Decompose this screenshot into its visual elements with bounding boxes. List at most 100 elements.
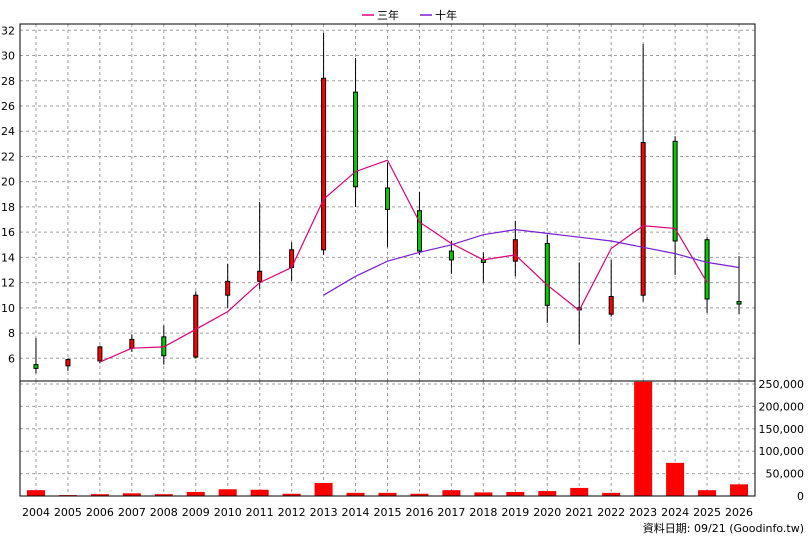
candle-body-2024 <box>672 140 678 242</box>
year-tick-label: 2022 <box>597 506 625 519</box>
candle-body-2007 <box>129 338 135 349</box>
volume-bar-2009 <box>186 491 205 496</box>
price-tick-label: 16 <box>1 226 15 239</box>
price-axis: 6 8 10 12 14 16 18 20 22 24 26 28 30 32 <box>1 24 15 365</box>
legend-label-1: 十年 <box>435 8 457 22</box>
volume-bar-2010 <box>218 489 237 496</box>
candle-body-2004 <box>33 364 39 369</box>
volume-axis: 0 50,000 100,000 150,000 200,000 250,000 <box>759 378 805 503</box>
volume-grid <box>20 381 755 496</box>
year-tick-label: 2015 <box>374 506 402 519</box>
candle-body-2013 <box>321 77 327 251</box>
candle-body-2010 <box>225 280 231 296</box>
year-tick-label: 2023 <box>629 506 657 519</box>
volume-bar-2018 <box>474 492 493 496</box>
volume-bar-2022 <box>602 492 621 496</box>
price-grid <box>20 24 755 381</box>
candle-body-2026 <box>736 301 742 305</box>
year-tick-label: 2019 <box>501 506 529 519</box>
volume-tick-label: 50,000 <box>766 468 805 481</box>
price-tick-label: 6 <box>8 352 15 365</box>
price-tick-label: 18 <box>1 201 15 214</box>
year-tick-label: 2017 <box>437 506 465 519</box>
volume-bar-2007 <box>122 493 141 496</box>
volume-bar-2023 <box>634 381 653 496</box>
price-tick-label: 20 <box>1 176 15 189</box>
volume-bar-2006 <box>90 494 109 496</box>
data-date-footer: 資料日期: 09/21 (Goodinfo.tw) <box>643 521 804 535</box>
candle-body-2011 <box>257 270 263 282</box>
year-tick-label: 2011 <box>246 506 274 519</box>
moving-average-lines <box>99 159 740 363</box>
price-tick-label: 8 <box>8 327 15 340</box>
candle-body-2006 <box>97 346 103 362</box>
candle-body-2019 <box>512 239 518 262</box>
year-tick-label: 2024 <box>661 506 689 519</box>
volume-bar-2017 <box>442 490 461 496</box>
candle-body-2005 <box>65 359 71 367</box>
ma-line-0 <box>99 159 708 363</box>
price-tick-label: 24 <box>1 125 15 138</box>
year-tick-label: 2013 <box>310 506 338 519</box>
volume-bar-2024 <box>666 462 685 496</box>
year-tick-label: 2009 <box>182 506 210 519</box>
price-tick-label: 30 <box>1 50 15 63</box>
candle-body-2014 <box>353 91 359 188</box>
year-tick-label: 2026 <box>725 506 753 519</box>
year-tick-label: 2007 <box>118 506 146 519</box>
candle-body-2015 <box>385 187 390 210</box>
volume-tick-label: 150,000 <box>759 423 805 436</box>
candle-body-2016 <box>416 210 422 252</box>
year-tick-label: 2004 <box>22 506 50 519</box>
year-tick-label: 2025 <box>693 506 721 519</box>
year-axis: 2004 2005 2006 2007 2008 2009 2010 2011 2012 2013… <box>22 506 753 519</box>
candle-body-2020 <box>544 242 550 306</box>
year-tick-label: 2014 <box>342 506 370 519</box>
volume-bars <box>26 381 749 497</box>
volume-bar-2019 <box>506 491 525 496</box>
price-tick-label: 10 <box>1 302 15 315</box>
year-tick-label: 2005 <box>54 506 82 519</box>
volume-bar-2012 <box>282 493 301 496</box>
volume-bar-2015 <box>378 492 397 496</box>
ma-line-1 <box>323 228 740 296</box>
volume-tick-label: 0 <box>797 490 804 503</box>
volume-tick-label: 250,000 <box>759 378 805 391</box>
price-tick-label: 14 <box>1 251 15 264</box>
volume-tick-label: 200,000 <box>759 400 805 413</box>
candles <box>33 32 742 374</box>
price-tick-label: 26 <box>1 100 15 113</box>
price-tick-label: 28 <box>1 75 15 88</box>
volume-bar-2020 <box>538 491 557 496</box>
volume-panel-frame <box>19 380 756 497</box>
year-tick-label: 2020 <box>533 506 561 519</box>
volume-tick-label: 100,000 <box>759 445 805 458</box>
year-tick-label: 2006 <box>86 506 114 519</box>
candle-body-2022 <box>608 295 614 315</box>
volume-bar-2013 <box>314 483 333 496</box>
price-tick-label: 32 <box>1 24 15 37</box>
candle-body-2025 <box>704 239 710 300</box>
candle-body-2009 <box>193 294 199 358</box>
year-tick-label: 2010 <box>214 506 242 519</box>
candle-body-2023 <box>640 142 646 296</box>
year-tick-label: 2016 <box>405 506 433 519</box>
volume-bar-2014 <box>346 492 365 496</box>
volume-bar-2004 <box>26 490 45 496</box>
volume-bar-2008 <box>154 494 173 496</box>
volume-bar-2016 <box>410 493 429 496</box>
volume-bar-2025 <box>698 490 717 496</box>
year-tick-label: 2021 <box>565 506 593 519</box>
price-tick-label: 12 <box>1 277 15 290</box>
year-tick-label: 2012 <box>278 506 306 519</box>
legend-label-0: 三年 <box>377 8 399 22</box>
candle-body-2017 <box>448 250 454 261</box>
year-tick-label: 2018 <box>469 506 497 519</box>
year-tick-label: 2008 <box>150 506 178 519</box>
price-tick-label: 22 <box>1 150 15 163</box>
legend: 三年 十年 <box>362 8 457 22</box>
volume-bar-2026 <box>730 484 749 496</box>
volume-bar-2021 <box>570 487 589 496</box>
